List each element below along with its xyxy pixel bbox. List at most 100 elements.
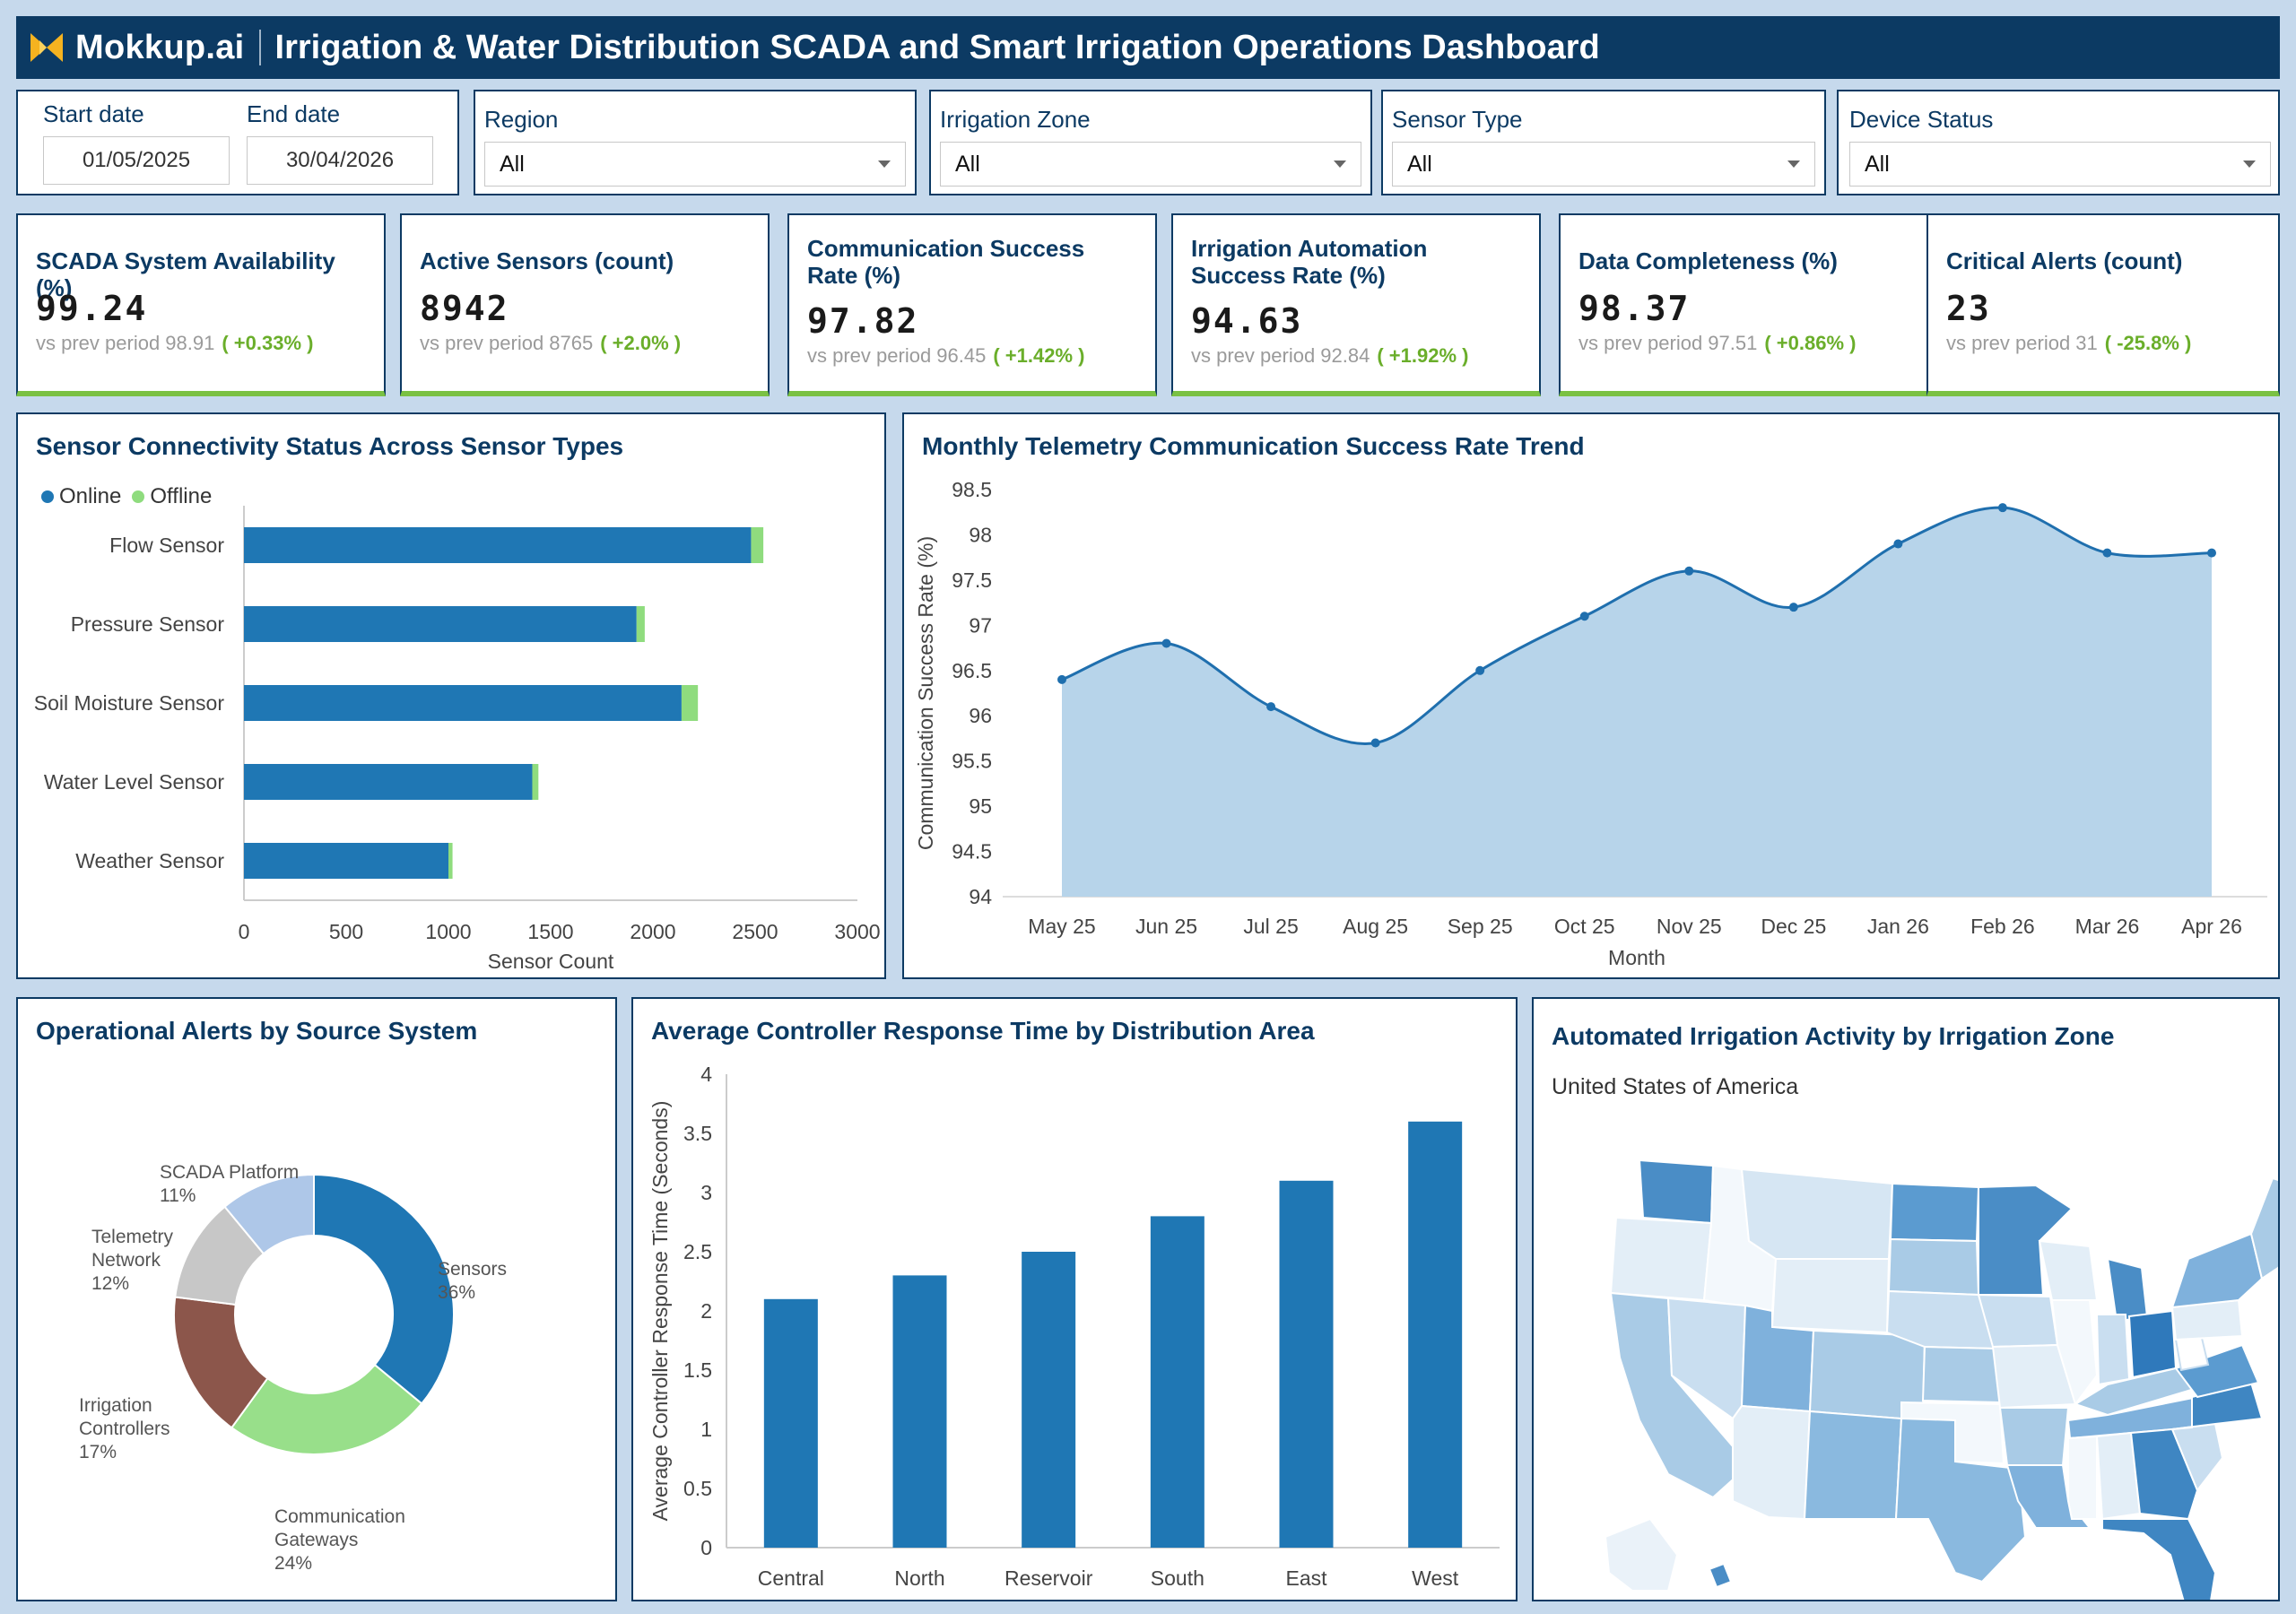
x-tick-label: Jun 25 xyxy=(1135,915,1197,938)
legend-label-offline: Offline xyxy=(150,484,213,508)
device-status-select[interactable]: All xyxy=(1849,142,2271,187)
kpi-comparison: vs prev period 8765 ( +2.0% ) xyxy=(420,332,681,355)
kpi-value: 99.24 xyxy=(36,289,148,328)
bar xyxy=(1150,1216,1205,1548)
region-filter-panel: Region All xyxy=(474,90,917,195)
y-tick-label: 0 xyxy=(700,1536,712,1559)
brand-name: Mokkup.ai xyxy=(75,28,245,66)
chevron-down-icon xyxy=(1334,161,1346,168)
end-date-input[interactable]: 30/04/2026 xyxy=(247,136,433,185)
bar-offline xyxy=(681,685,699,721)
response-time-panel: Average Controller Response Time by Dist… xyxy=(631,997,1518,1601)
data-point xyxy=(1579,612,1589,621)
map-region-oregon[interactable] xyxy=(1609,1216,1713,1302)
map-region-louisiana[interactable] xyxy=(2005,1464,2092,1529)
map-region-mississippi[interactable] xyxy=(2067,1435,2098,1520)
data-point xyxy=(1893,539,1903,549)
data-point xyxy=(1370,738,1380,748)
map-region-new-england[interactable] xyxy=(2249,1176,2278,1280)
donut-slice xyxy=(313,1173,455,1405)
map-region-virginia[interactable] xyxy=(2174,1343,2260,1399)
map-region-indiana[interactable] xyxy=(2095,1314,2131,1386)
kpi-card-communication-success: Communication Success Rate (%) 97.82 vs … xyxy=(787,213,1157,396)
map-region-arizona[interactable] xyxy=(1732,1404,1812,1521)
map-region-texas[interactable] xyxy=(1894,1417,2027,1584)
app-header: Mokkup.ai Irrigation & Water Distributio… xyxy=(16,16,2280,79)
kpi-prev: vs prev period 92.84 xyxy=(1191,344,1370,367)
map-region-arkansas[interactable] xyxy=(1998,1407,2070,1466)
map-region-florida[interactable] xyxy=(2101,1518,2217,1600)
map-region-south-dakota[interactable] xyxy=(1887,1237,1980,1297)
map-region-ohio[interactable] xyxy=(2127,1309,2178,1379)
region-select[interactable]: All xyxy=(484,142,906,187)
sensor-connectivity-panel: Sensor Connectivity Status Across Sensor… xyxy=(16,412,886,979)
kpi-comparison: vs prev period 98.91 ( +0.33% ) xyxy=(36,332,313,355)
map-region-new-york[interactable] xyxy=(2170,1232,2264,1309)
panel-title: Automated Irrigation Activity by Irrigat… xyxy=(1552,1022,2115,1050)
map-region-hawaii[interactable] xyxy=(1708,1562,1733,1589)
x-tick-label: Sep 25 xyxy=(1448,915,1513,938)
x-tick-label: 1500 xyxy=(527,920,573,943)
y-tick-label: 95 xyxy=(969,794,992,818)
region-select-value: All xyxy=(500,151,525,177)
x-tick-label: 500 xyxy=(329,920,363,943)
data-point xyxy=(1266,702,1276,712)
y-tick-label: 0.5 xyxy=(683,1477,712,1500)
start-date-input[interactable]: 01/05/2025 xyxy=(43,136,230,185)
sensor-type-select[interactable]: All xyxy=(1392,142,1815,187)
kpi-value: 97.82 xyxy=(807,301,919,341)
kpi-comparison: vs prev period 97.51 ( +0.86% ) xyxy=(1578,332,1856,355)
x-tick-label: Dec 25 xyxy=(1761,915,1826,938)
kpi-change: ( +2.0% ) xyxy=(600,332,682,354)
map-region-wisconsin[interactable] xyxy=(2038,1239,2099,1301)
y-tick-label: 1.5 xyxy=(683,1358,712,1382)
legend-swatch-offline xyxy=(132,490,145,503)
map-region-kansas[interactable] xyxy=(1921,1345,2002,1404)
y-tick-label: Flow Sensor xyxy=(109,534,224,557)
bar xyxy=(1279,1180,1334,1548)
bar-offline xyxy=(751,527,764,563)
map-region-washington[interactable] xyxy=(1638,1158,1715,1225)
map-region-wyoming[interactable] xyxy=(1770,1258,1891,1334)
x-tick-label: May 25 xyxy=(1028,915,1095,938)
kpi-value: 8942 xyxy=(420,289,509,328)
x-tick-label: 2000 xyxy=(630,920,675,943)
y-tick-label: 94.5 xyxy=(952,840,992,863)
bar-online xyxy=(244,606,637,642)
zone-select[interactable]: All xyxy=(940,142,1361,187)
telemetry-trend-panel: Monthly Telemetry Communication Success … xyxy=(902,412,2280,979)
x-tick-label: Oct 25 xyxy=(1554,915,1615,938)
donut-slice xyxy=(230,1363,423,1455)
map-region-north-dakota[interactable] xyxy=(1889,1182,1980,1243)
map-region-new-mexico[interactable] xyxy=(1803,1410,1903,1520)
chevron-down-icon xyxy=(1787,161,1800,168)
kpi-comparison: vs prev period 92.84 ( +1.92% ) xyxy=(1191,344,1468,368)
kpi-value: 94.63 xyxy=(1191,301,1303,341)
zone-filter-panel: Irrigation Zone All xyxy=(929,90,1372,195)
kpi-change: ( +0.86% ) xyxy=(1764,332,1857,354)
y-tick-label: 96.5 xyxy=(952,659,992,682)
legend-label-online: Online xyxy=(59,484,122,508)
map-region-illinois[interactable] xyxy=(2050,1299,2099,1407)
y-tick-label: 98.5 xyxy=(952,478,992,501)
data-point xyxy=(2102,548,2112,558)
map-region-michigan[interactable] xyxy=(2106,1257,2149,1323)
status-filter-panel: Device Status All xyxy=(1837,90,2280,195)
device-status-select-value: All xyxy=(1865,151,1890,177)
kpi-prev: vs prev period 31 xyxy=(1946,332,2098,354)
map-region-iowa[interactable] xyxy=(1977,1293,2059,1349)
kpi-card-scada-availability: SCADA System Availability (%) 99.24 vs p… xyxy=(16,213,386,396)
bar-online xyxy=(244,843,448,879)
map-region-alaska[interactable] xyxy=(1604,1517,1679,1592)
x-tick-label: Central xyxy=(758,1566,824,1590)
map-subtitle: United States of America xyxy=(1552,1074,1799,1099)
slice-label: Communication Gateways 24% xyxy=(274,1506,405,1574)
sensor-connectivity-chart: 0 500 1000 1500 2000 2500 3000 Flow Sensor Press… xyxy=(34,506,881,973)
y-tick-label: 97.5 xyxy=(952,568,992,592)
x-tick-label: Feb 26 xyxy=(1970,915,2035,938)
sensor-type-select-value: All xyxy=(1407,151,1432,177)
end-date-label: End date xyxy=(247,100,341,127)
bar xyxy=(892,1275,947,1548)
zone-label: Irrigation Zone xyxy=(940,106,1091,133)
map-region-montana[interactable] xyxy=(1740,1167,1894,1260)
